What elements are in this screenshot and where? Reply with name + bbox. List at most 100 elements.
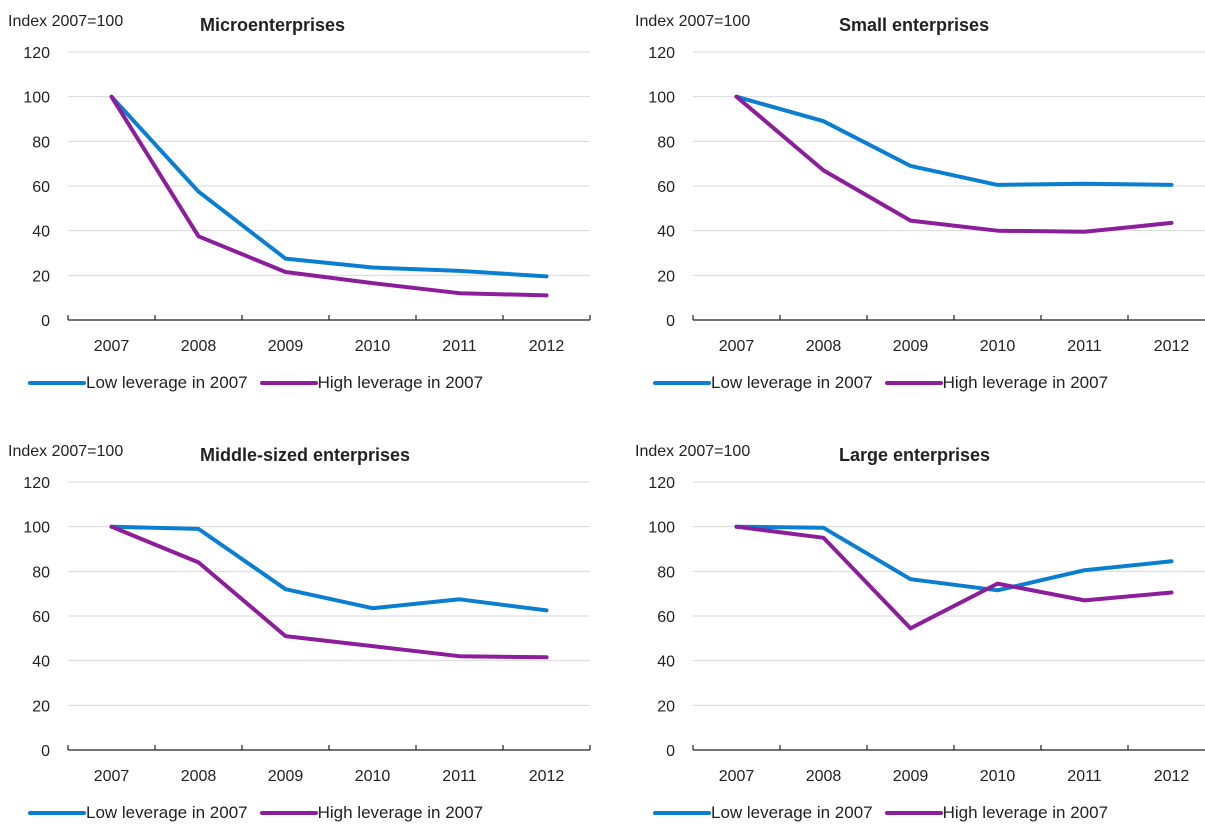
chart-title: Small enterprises xyxy=(839,15,990,35)
y-unit-label: Index 2007=100 xyxy=(635,443,751,460)
y-tick-label: 40 xyxy=(657,224,675,241)
x-tick-label: 2011 xyxy=(1067,338,1102,355)
legend-label-high: High leverage in 2007 xyxy=(317,803,484,822)
chart-title: Microenterprises xyxy=(200,15,346,35)
x-tick-label: 2012 xyxy=(529,768,565,785)
x-tick-label: 2011 xyxy=(442,768,477,785)
legend-label-low: Low leverage in 2007 xyxy=(86,803,248,822)
y-tick-label: 0 xyxy=(666,743,675,760)
y-tick-label: 20 xyxy=(32,698,50,715)
chart-legend: Low leverage in 2007 High leverage in 20… xyxy=(653,803,1120,823)
x-tick-label: 2008 xyxy=(181,768,217,785)
y-tick-label: 0 xyxy=(41,313,50,330)
legend-swatch-low xyxy=(28,811,86,815)
x-tick-label: 2009 xyxy=(268,768,304,785)
y-tick-label: 60 xyxy=(657,609,675,626)
chart-panel-small-enterprises: 0 20 40 60 80 100 120 2007 2008 2009 2010 2011 2012 … xyxy=(625,0,1205,410)
legend-label-low: Low leverage in 2007 xyxy=(711,803,873,822)
legend-label-high: High leverage in 2007 xyxy=(317,373,484,392)
y-tick-label: 40 xyxy=(32,654,50,671)
chart-legend: Low leverage in 2007 High leverage in 20… xyxy=(653,373,1120,393)
series-line-high xyxy=(734,94,1174,234)
x-tick-label: 2010 xyxy=(980,768,1016,785)
x-tick-label: 2009 xyxy=(893,768,929,785)
series-line-low xyxy=(109,524,549,613)
y-tick-label: 40 xyxy=(657,654,675,671)
x-tick-label: 2007 xyxy=(719,338,755,355)
series-line-low xyxy=(734,94,1174,187)
y-tick-label: 40 xyxy=(32,224,50,241)
x-tick-label: 2010 xyxy=(355,338,391,355)
legend-item-low: Low leverage in 2007 xyxy=(653,373,873,393)
legend-swatch-high xyxy=(259,381,318,385)
x-tick-label: 2010 xyxy=(355,768,391,785)
y-tick-label: 20 xyxy=(657,698,675,715)
x-tick-label: 2011 xyxy=(1067,768,1102,785)
y-tick-label: 100 xyxy=(648,90,675,107)
x-tick-label: 2009 xyxy=(268,338,304,355)
y-tick-label: 80 xyxy=(32,564,50,581)
y-tick-label: 100 xyxy=(648,520,675,537)
legend-swatch-high xyxy=(259,811,318,815)
chart-title: Middle-sized enterprises xyxy=(200,445,411,465)
y-tick-label: 20 xyxy=(657,268,675,285)
x-tick-label: 2012 xyxy=(1154,768,1190,785)
x-tick-label: 2007 xyxy=(94,338,130,355)
legend-item-high: High leverage in 2007 xyxy=(259,373,484,393)
legend-swatch-low xyxy=(653,381,711,385)
x-tick-label: 2007 xyxy=(719,768,755,785)
y-tick-label: 0 xyxy=(41,743,50,760)
x-tick-label: 2008 xyxy=(806,338,842,355)
legend-item-high: High leverage in 2007 xyxy=(259,803,484,823)
series-line-high xyxy=(109,94,549,298)
legend-label-low: Low leverage in 2007 xyxy=(711,373,873,392)
y-unit-label: Index 2007=100 xyxy=(8,443,124,460)
chart-legend: Low leverage in 2007 High leverage in 20… xyxy=(28,373,495,393)
y-tick-label: 100 xyxy=(23,520,50,537)
legend-item-low: Low leverage in 2007 xyxy=(28,803,248,823)
y-unit-label: Index 2007=100 xyxy=(8,13,124,30)
x-tick-label: 2010 xyxy=(980,338,1016,355)
legend-swatch-high xyxy=(884,381,943,385)
chart-legend: Low leverage in 2007 High leverage in 20… xyxy=(28,803,495,823)
y-tick-label: 60 xyxy=(32,609,50,626)
legend-swatch-low xyxy=(28,381,86,385)
y-tick-label: 120 xyxy=(648,475,675,492)
y-tick-label: 20 xyxy=(32,268,50,285)
legend-label-high: High leverage in 2007 xyxy=(942,373,1109,392)
x-tick-label: 2012 xyxy=(529,338,565,355)
x-tick-label: 2008 xyxy=(806,768,842,785)
y-unit-label: Index 2007=100 xyxy=(635,13,751,30)
legend-swatch-high xyxy=(884,811,943,815)
series-line-low xyxy=(734,524,1174,593)
x-tick-label: 2008 xyxy=(181,338,217,355)
y-tick-label: 60 xyxy=(32,179,50,196)
legend-label-low: Low leverage in 2007 xyxy=(86,373,248,392)
legend-item-high: High leverage in 2007 xyxy=(884,803,1109,823)
chart-panel-microenterprises: 0 20 40 60 80 100 120 2007 2008 2009 2010 2011 2012 … xyxy=(0,0,600,410)
x-tick-label: 2011 xyxy=(442,338,477,355)
legend-item-low: Low leverage in 2007 xyxy=(653,803,873,823)
x-tick-label: 2009 xyxy=(893,338,929,355)
y-tick-label: 0 xyxy=(666,313,675,330)
chart-panel-middle-sized-enterprises: 0 20 40 60 80 100 120 2007 2008 2009 2010 2011 2012 … xyxy=(0,430,600,840)
y-tick-label: 80 xyxy=(657,564,675,581)
chart-title: Large enterprises xyxy=(839,445,991,465)
y-tick-label: 120 xyxy=(648,45,675,62)
series-line-high xyxy=(734,524,1174,631)
x-tick-label: 2007 xyxy=(94,768,130,785)
y-tick-label: 80 xyxy=(657,134,675,151)
y-tick-label: 100 xyxy=(23,90,50,107)
series-line-high xyxy=(109,524,549,660)
chart-svg: 0 20 40 60 80 100 120 2007 2008 2009 2010 2011 2012 xyxy=(648,475,1205,785)
chart-svg: 0 20 40 60 80 100 120 2007 2008 2009 2010 2011 2012 xyxy=(648,45,1205,355)
series-line-low xyxy=(109,94,549,279)
chart-svg: 0 20 40 60 80 100 120 2007 2008 2009 2010 2011 2012 xyxy=(23,475,591,785)
y-tick-label: 80 xyxy=(32,134,50,151)
legend-label-high: High leverage in 2007 xyxy=(942,803,1109,822)
chart-svg: 0 20 40 60 80 100 120 2007 2008 2009 2010 2011 2012 xyxy=(23,45,591,355)
x-tick-label: 2012 xyxy=(1154,338,1190,355)
legend-item-high: High leverage in 2007 xyxy=(884,373,1109,393)
y-tick-label: 60 xyxy=(657,179,675,196)
y-tick-label: 120 xyxy=(23,45,50,62)
